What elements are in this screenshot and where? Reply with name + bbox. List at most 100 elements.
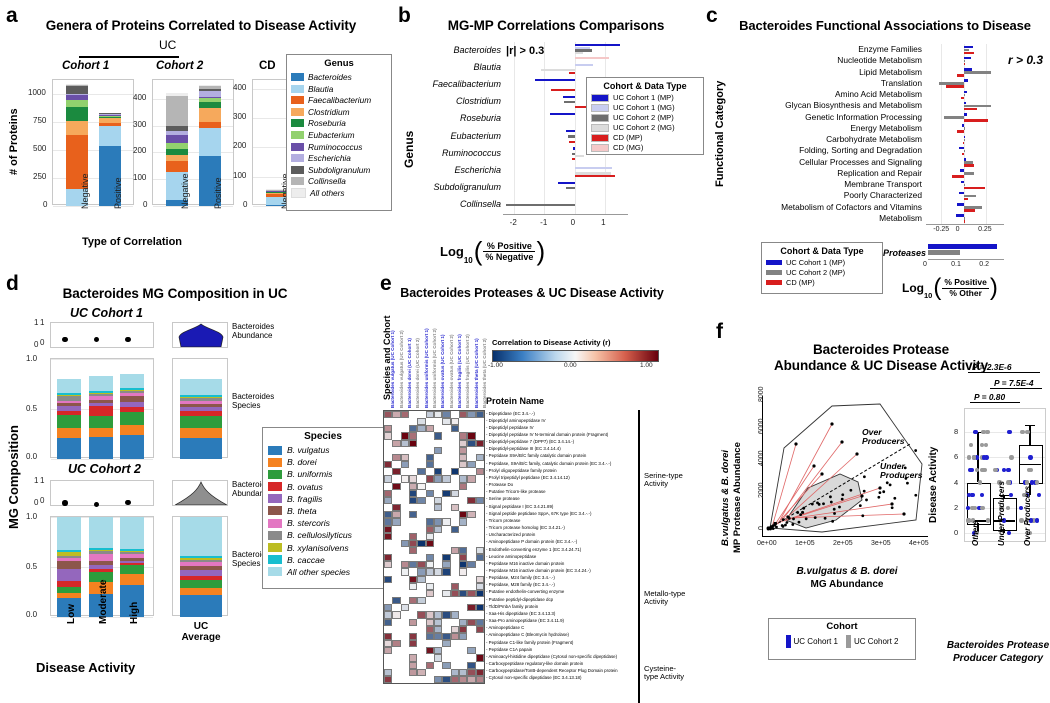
- panel-a-legend-label: Roseburia: [308, 118, 346, 128]
- legend-swatch: [591, 134, 609, 142]
- heatmap-cell: [434, 526, 442, 533]
- panel-c-legend-title: Cohort & Data Type: [766, 246, 878, 256]
- panel-c-bar: [963, 142, 964, 145]
- panel-c-xlabel-sub: 10: [924, 291, 932, 300]
- panel-e-column-header: Bacteroides uniformis (UC Cohort 2): [432, 328, 437, 408]
- panel-f-data-point: [970, 493, 974, 497]
- panel-d-legend-label: B. ovatus: [287, 482, 323, 492]
- panel-a-legend-item: Ruminococcus: [291, 142, 387, 152]
- panel-b-bar: [550, 113, 575, 115]
- d-stack-segment: [89, 437, 113, 459]
- panel-a-legend-item: Bacteroides: [291, 72, 387, 82]
- d-avg-segment: [180, 404, 222, 407]
- d-abundance-point: [94, 337, 99, 342]
- panel-b-title: MG-MP Correlations Comparisons: [416, 18, 696, 33]
- d-avg-segment: [180, 517, 222, 556]
- d-stack-segment: [120, 563, 144, 565]
- heatmap-cell: [434, 447, 442, 454]
- heatmap-cell: [409, 633, 417, 640]
- panel-c-bar: [964, 52, 975, 55]
- d-tick: 0.5: [26, 562, 37, 571]
- panel-f-box-xtick: Under Producers: [998, 498, 1006, 546]
- heatmap-cell: [434, 626, 442, 633]
- panel-e-row-label: - Dipeptidase (EC 3.4.-.-): [486, 411, 535, 416]
- panel-c-category: Glycan Biosynthesis and Metabolism: [722, 100, 922, 110]
- heatmap-cell: [467, 676, 475, 683]
- heatmap-cell: [476, 654, 484, 661]
- panel-b-bar: [573, 147, 575, 149]
- heatmap-cell: [476, 411, 484, 418]
- panel-c-category: Folding, Sorting and Degradation: [722, 145, 922, 155]
- heatmap-cell: [467, 647, 475, 654]
- panel-b-bar: [575, 64, 594, 66]
- panel-b-category: Collinsella: [411, 199, 501, 209]
- panel-d-cohort1-label: UC Cohort 1: [70, 306, 143, 320]
- d-c2-average-axes: [172, 516, 228, 616]
- legend-swatch: [591, 144, 609, 152]
- panel-c-bar: [957, 130, 964, 133]
- panel-e-row-label: - Signal peptide peptidase SppA, 67K typ…: [486, 511, 591, 516]
- panel-f-scatter-xtick: 2e+05: [833, 540, 853, 547]
- panel-c-xlabel-den: % Other: [942, 289, 989, 299]
- d-stack-segment: [89, 428, 113, 437]
- d-stack-segment: [89, 393, 113, 394]
- panel-e-row-label: - Putative peptidyl-dipeptidase dcp: [486, 597, 553, 602]
- panel-b-category: Bacteroides: [411, 45, 501, 55]
- panel-a-uc-group-label: UC: [159, 38, 176, 52]
- panel-d-legend-item: B. ovatus: [268, 482, 378, 492]
- panel-c-bar: [964, 108, 977, 111]
- heatmap-cell: [467, 497, 475, 504]
- panel-a-letter: a: [6, 4, 18, 28]
- heatmap-cell: [384, 676, 392, 683]
- panel-c-xtick: -0.25: [933, 226, 949, 233]
- d-tick: 0.0: [26, 452, 37, 461]
- panel-c-bar: [944, 116, 964, 119]
- panel-a-legend-label: Subdoligranulum: [308, 165, 370, 175]
- heatmap-cell: [409, 654, 417, 661]
- d-c2-abundance-violin: [172, 480, 228, 506]
- panel-b-legend-label: UC Cohort 2 (MP): [613, 113, 674, 122]
- panel-c-legend-item: CD (MP): [766, 278, 878, 287]
- panel-b-legend-item: CD (MP): [591, 133, 699, 142]
- panel-c-category: Poorly Characterized: [722, 190, 922, 200]
- panel-d-ylabel: MG Composition: [6, 402, 21, 552]
- d-stack-segment: [120, 412, 144, 425]
- panel-e-group-label: Metallo-type Activity: [644, 590, 688, 607]
- panel-e-colorbar: [492, 350, 659, 362]
- d-stack-segment: [120, 552, 144, 554]
- heatmap-cell: [392, 611, 400, 618]
- panel-d-title: Bacteroides MG Composition in UC: [30, 286, 320, 301]
- d-c1-abundance-axes: [50, 322, 154, 348]
- heatmap-cell: [434, 497, 442, 504]
- heatmap-cell: [451, 669, 459, 676]
- panel-e-row-label: - Peptidase M16 inactive domain protein: [486, 561, 564, 566]
- d-stack-segment: [89, 569, 113, 572]
- d-abund-tick-0: 0: [40, 496, 44, 505]
- heatmap-cell: [401, 540, 409, 547]
- panel-e-row-label: - Peptidase C1A papain: [486, 647, 532, 652]
- panel-c-bar: [964, 71, 991, 74]
- stacked-bar-segment: [199, 91, 221, 97]
- heatmap-cell: [409, 576, 417, 583]
- heatmap-cell: [401, 461, 409, 468]
- panel-a-xtick: Positive: [113, 177, 123, 209]
- panel-c-bar: [964, 187, 986, 190]
- d-stack-segment: [120, 425, 144, 435]
- d-stack-segment: [120, 574, 144, 585]
- heatmap-cell: [467, 511, 475, 518]
- stacked-bar-segment: [199, 102, 221, 107]
- heatmap-cell: [384, 640, 392, 647]
- panel-e-row-label: - Cytosol non-specific dipeptidase (EC 3…: [486, 675, 581, 680]
- heatmap-cell: [451, 490, 459, 497]
- d-stack-segment: [89, 554, 113, 561]
- heatmap-cell: [442, 561, 450, 568]
- heatmap-cell: [451, 418, 459, 425]
- d-stack-segment: [89, 406, 113, 416]
- heatmap-cell: [434, 411, 442, 418]
- panel-f-scatter-xtick: 3e+05: [871, 540, 891, 547]
- panel-e-row-label: - Uncharacterized protein: [486, 532, 535, 537]
- panel-a-legend-label: Escherichia: [308, 153, 351, 163]
